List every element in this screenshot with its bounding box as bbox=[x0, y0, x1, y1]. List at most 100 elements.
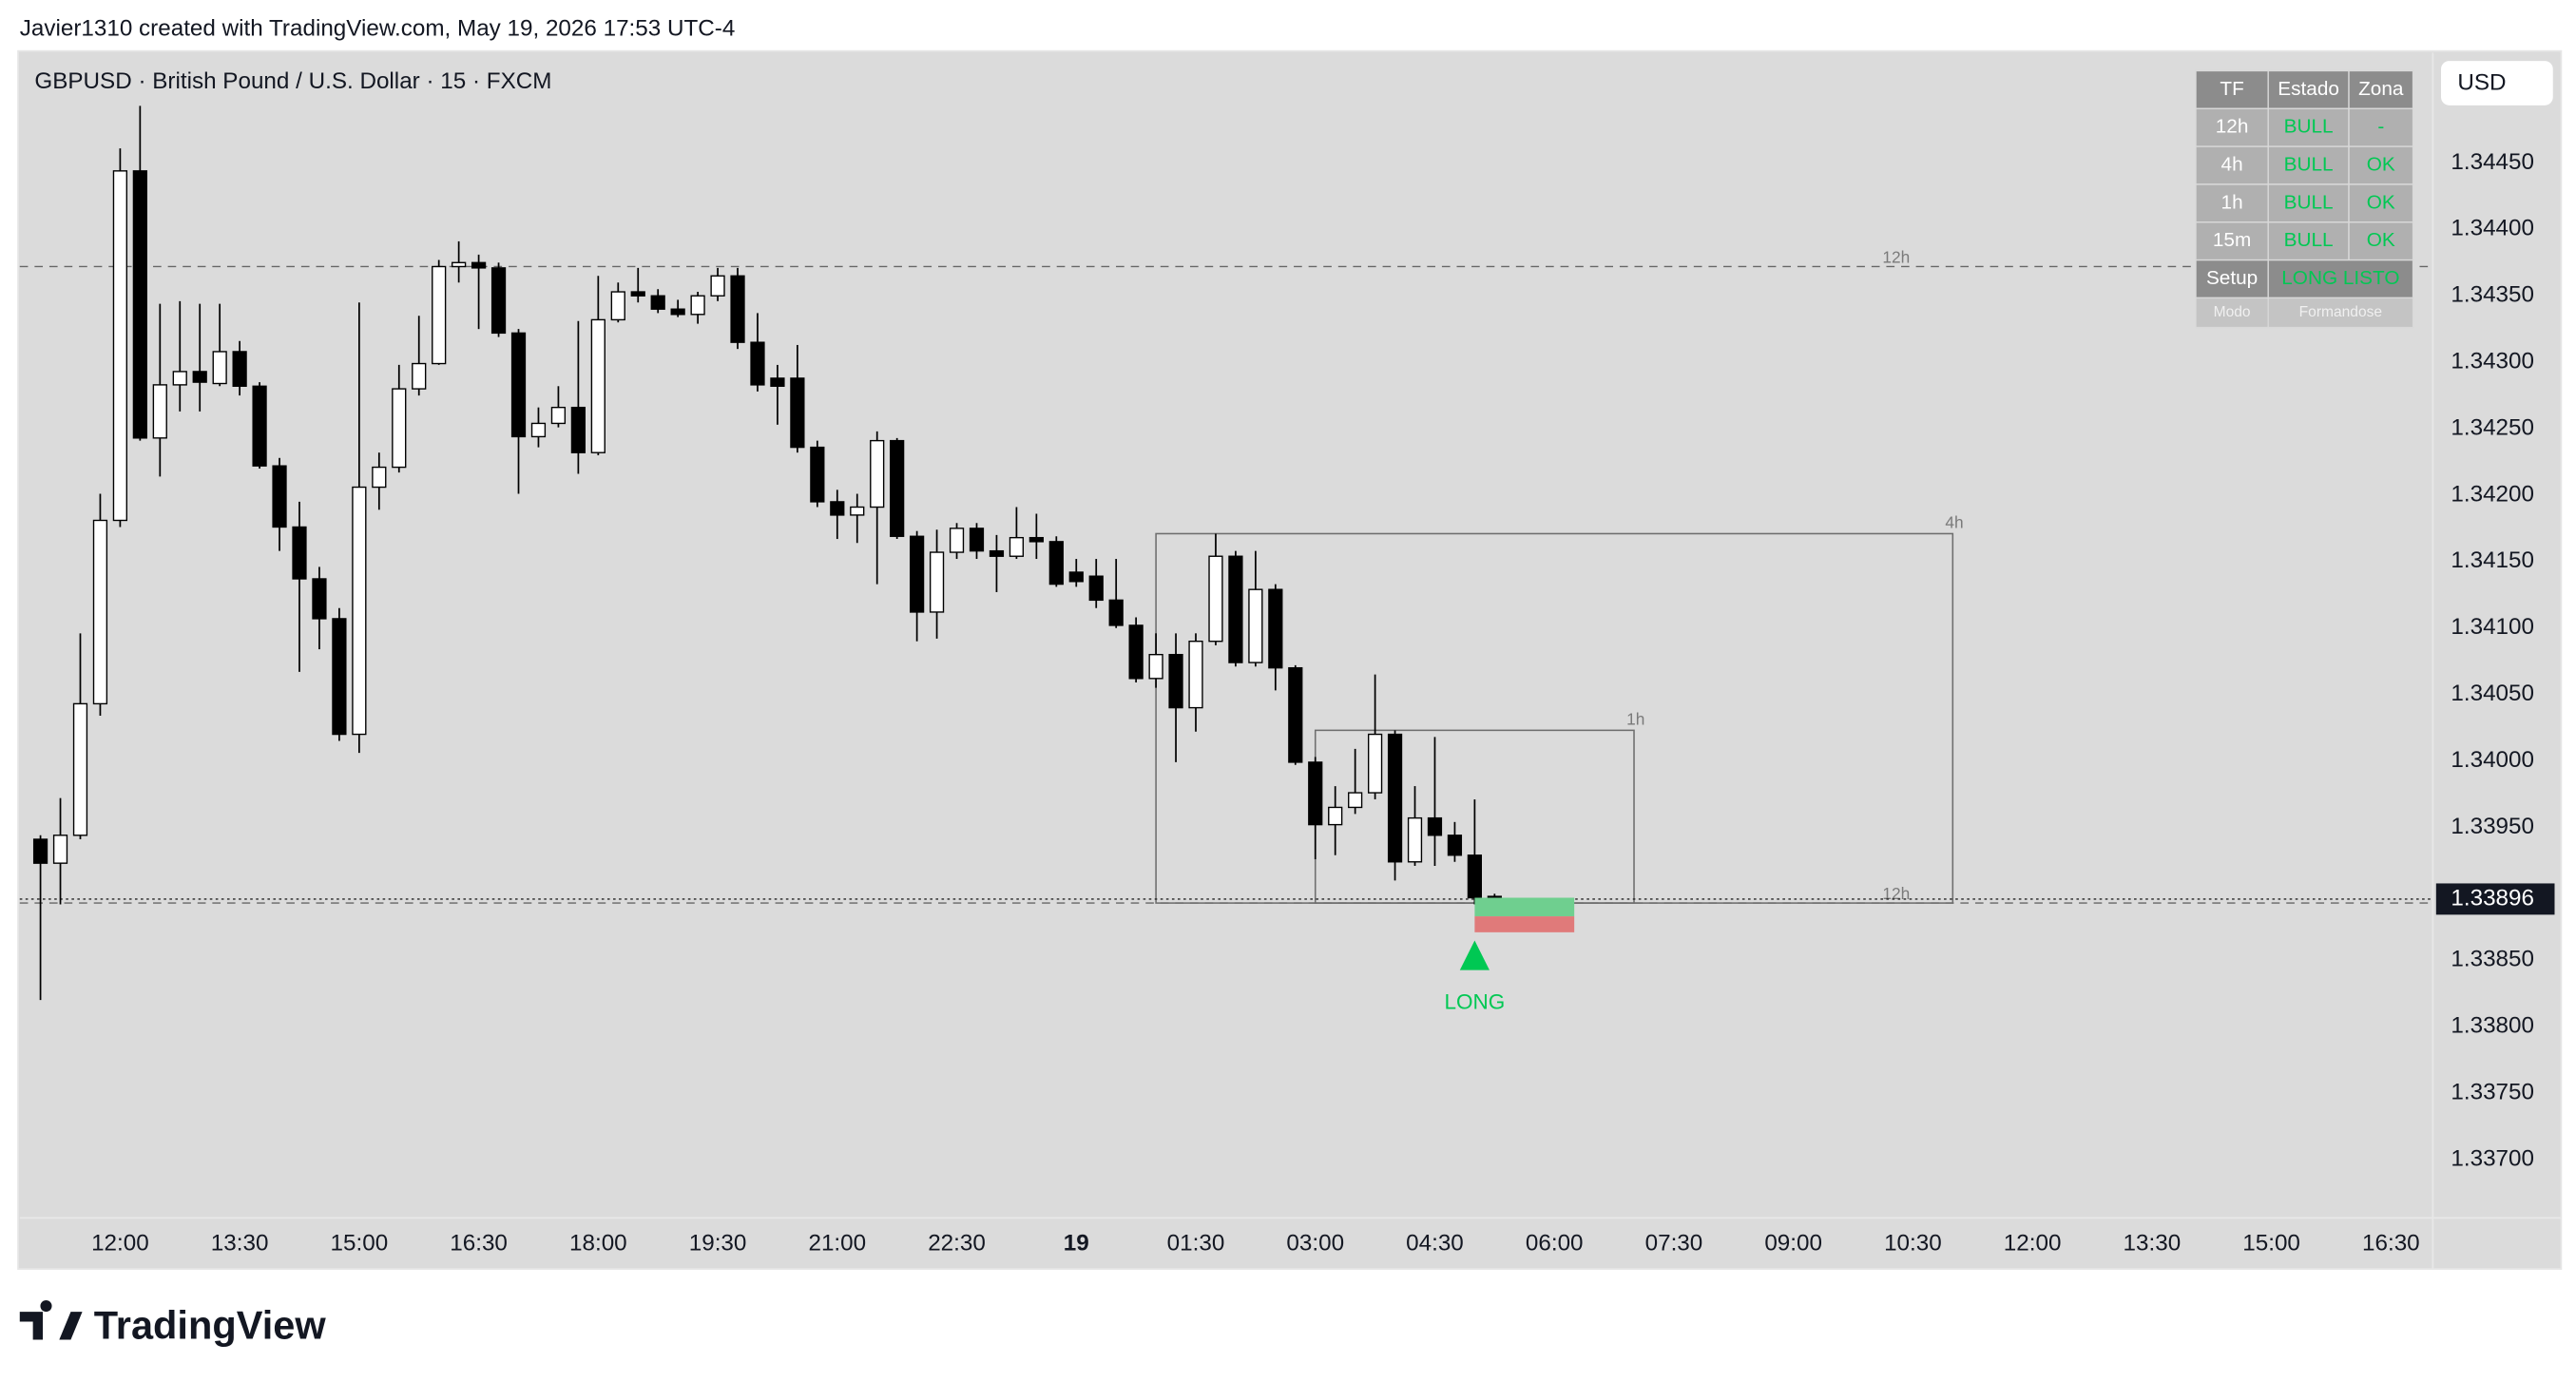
candle-body bbox=[1467, 854, 1483, 899]
status-table: TF Estado Zona 12h BULL - 4h BULL OK 1h BULL OK 15m B… bbox=[2195, 69, 2414, 329]
signal-marker bbox=[1459, 940, 1490, 970]
table-cell bbox=[2348, 69, 2414, 109]
candle-body bbox=[1108, 599, 1124, 626]
table-cell bbox=[2195, 107, 2269, 147]
x-tick-label: 07:30 bbox=[1645, 1231, 1703, 1257]
table-cell bbox=[2195, 69, 2269, 109]
candle-body bbox=[1268, 588, 1283, 669]
table-cell bbox=[2267, 107, 2350, 147]
candle-body bbox=[1208, 555, 1223, 643]
level-label: 12h bbox=[1882, 884, 1910, 903]
x-tick-label: 09:00 bbox=[1764, 1231, 1822, 1257]
logo-icon bbox=[19, 1299, 83, 1340]
y-tick-label: 1.33950 bbox=[2451, 814, 2534, 839]
candle-body bbox=[1308, 761, 1323, 826]
candle-body bbox=[1068, 571, 1084, 583]
candle-body bbox=[690, 295, 705, 316]
candle-body bbox=[1088, 575, 1104, 602]
y-tick-label: 1.34200 bbox=[2451, 481, 2534, 507]
y-tick-label: 1.34100 bbox=[2451, 614, 2534, 640]
candle-body bbox=[372, 466, 387, 489]
candle-body bbox=[32, 838, 48, 864]
x-tick-label: 12:00 bbox=[91, 1231, 149, 1257]
symbol-title: GBPUSD · British Pound / U.S. Dollar · 1… bbox=[34, 68, 551, 94]
candle-body bbox=[1248, 588, 1263, 663]
candle-body bbox=[1427, 816, 1443, 836]
candle-body bbox=[510, 332, 527, 438]
x-tick-label: 06:00 bbox=[1526, 1231, 1584, 1257]
currency-button[interactable] bbox=[2441, 61, 2553, 106]
table-text: BULL bbox=[2284, 229, 2334, 251]
x-tick-label: 19:30 bbox=[689, 1231, 747, 1257]
table-text: OK bbox=[2367, 191, 2395, 213]
table-text: 12h bbox=[2216, 116, 2249, 138]
table-text: BULL bbox=[2284, 154, 2334, 176]
zone-label: 4h bbox=[1945, 513, 1963, 532]
candle-body bbox=[172, 371, 187, 386]
table-text: OK bbox=[2367, 154, 2395, 176]
y-tick-label: 1.34450 bbox=[2451, 149, 2534, 175]
table-cell bbox=[2195, 221, 2269, 261]
candle-body bbox=[1367, 733, 1383, 794]
candle-body bbox=[850, 506, 865, 516]
candle-body bbox=[1009, 536, 1025, 557]
currency-label[interactable]: USD bbox=[2457, 70, 2506, 96]
x-tick-label: 19 bbox=[1064, 1231, 1089, 1257]
table-cell bbox=[2195, 259, 2269, 299]
y-tick-label: 1.34000 bbox=[2451, 747, 2534, 773]
candle-body bbox=[670, 308, 685, 316]
candle-body bbox=[272, 465, 287, 528]
x-tick-label: 04:30 bbox=[1406, 1231, 1464, 1257]
candle-body bbox=[1228, 555, 1243, 663]
table-cell bbox=[2267, 297, 2414, 329]
candle-body bbox=[890, 439, 905, 537]
candle-body bbox=[949, 528, 965, 553]
candle-body bbox=[192, 371, 207, 383]
candle-body bbox=[590, 318, 606, 453]
table-text: BULL bbox=[2284, 191, 2334, 213]
setup-value: LONG LISTO bbox=[2281, 267, 2399, 289]
candle-body bbox=[72, 702, 88, 836]
candle-body bbox=[1447, 835, 1463, 856]
x-tick-label: 18:00 bbox=[569, 1231, 627, 1257]
candle-body bbox=[910, 535, 925, 613]
candle-body bbox=[52, 835, 68, 864]
candle-body bbox=[152, 384, 167, 439]
table-text: 1h bbox=[2221, 191, 2243, 213]
y-tick-label: 1.34050 bbox=[2451, 681, 2534, 706]
candle-body bbox=[650, 295, 665, 310]
candle-body bbox=[1148, 653, 1163, 680]
last-price-badge bbox=[2435, 883, 2555, 915]
y-tick-label: 1.34250 bbox=[2451, 414, 2534, 440]
candle-body bbox=[969, 528, 985, 552]
table-text: BULL bbox=[2284, 116, 2334, 138]
candle-body bbox=[710, 275, 725, 297]
y-tick-label: 1.34150 bbox=[2451, 547, 2534, 573]
table-cell bbox=[2195, 145, 2269, 185]
candle-body bbox=[112, 170, 128, 522]
candle-body bbox=[412, 362, 427, 390]
y-tick-label: 1.33800 bbox=[2451, 1013, 2534, 1039]
x-tick-label: 21:00 bbox=[808, 1231, 866, 1257]
candle-body bbox=[490, 267, 507, 335]
table-header: TF bbox=[2220, 78, 2243, 100]
x-tick-label: 13:30 bbox=[211, 1231, 269, 1257]
y-tick-label: 1.33850 bbox=[2451, 947, 2534, 972]
candle-body bbox=[132, 170, 147, 439]
candle-body bbox=[352, 486, 367, 736]
candle-body bbox=[1128, 624, 1144, 680]
caption: Javier1310 created with TradingView.com,… bbox=[20, 16, 736, 42]
table-header: Estado bbox=[2278, 78, 2339, 100]
candle-body bbox=[452, 261, 467, 268]
x-tick-label: 15:00 bbox=[2242, 1231, 2300, 1257]
candle-body bbox=[1407, 816, 1423, 863]
candle-body bbox=[870, 439, 885, 509]
candle-body bbox=[989, 549, 1005, 557]
candle-body bbox=[212, 351, 227, 385]
last-price-label: 1.33896 bbox=[2451, 885, 2534, 911]
level-label: 12h bbox=[1882, 247, 1910, 266]
candle-body bbox=[1188, 641, 1203, 709]
candle-body bbox=[810, 446, 825, 503]
table-header: Zona bbox=[2358, 78, 2404, 100]
